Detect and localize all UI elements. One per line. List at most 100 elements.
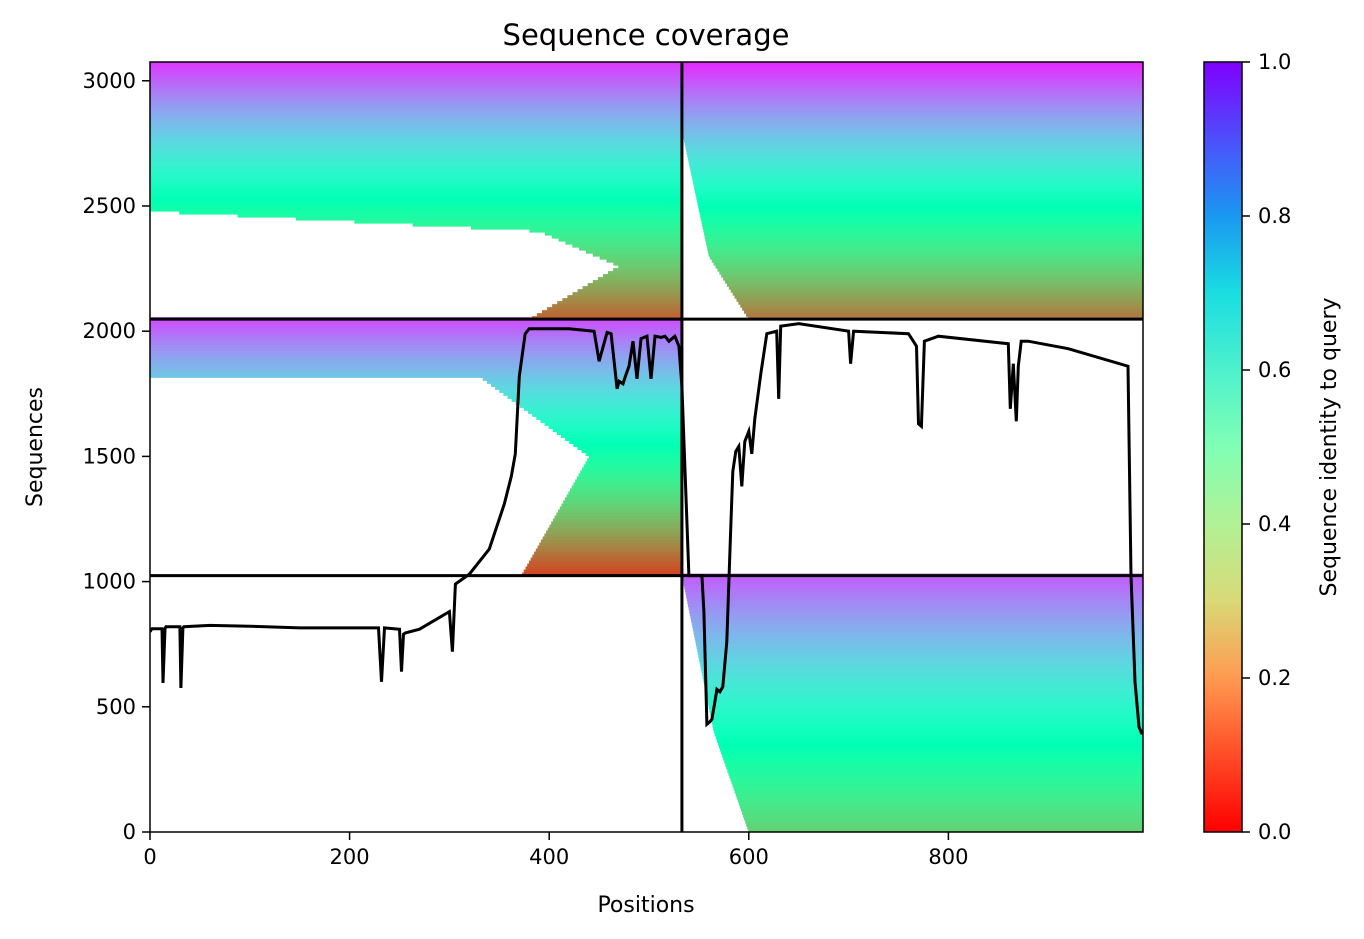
coverage-row [693, 630, 1143, 635]
coverage-row [681, 84, 1143, 89]
coverage-row [602, 274, 682, 278]
coverage-row [705, 238, 1143, 242]
coverage-row [686, 150, 1143, 155]
coverage-block-4 [681, 62, 1143, 320]
coverage-row [592, 280, 682, 284]
coverage-row [559, 506, 682, 511]
coverage-row [535, 548, 682, 553]
coverage-row [693, 183, 1143, 188]
coverage-row [707, 250, 1143, 254]
coverage-row [548, 425, 682, 429]
coverage-row [150, 144, 682, 149]
coverage-row [689, 609, 1143, 614]
coverage-row [150, 150, 682, 155]
coverage-row [700, 666, 1143, 671]
coverage-row [150, 359, 682, 363]
coverage-line [150, 322, 1143, 735]
colorbar-tick-label: 0.6 [1258, 358, 1291, 382]
coverage-row [745, 819, 1143, 824]
colorbar-tick-label: 0.8 [1258, 204, 1291, 228]
coverage-row [577, 446, 682, 450]
coverage-row [573, 443, 682, 447]
coverage-row [721, 274, 1143, 278]
coverage-row [681, 96, 1143, 101]
coverage-row [734, 789, 1143, 794]
x-tick-label: 200 [330, 845, 370, 869]
coverage-row [703, 681, 1143, 686]
coverage-block-1 [681, 573, 1143, 832]
y-tick-label: 2500 [83, 194, 136, 218]
coverage-row [150, 365, 682, 369]
coverage-row [722, 753, 1143, 758]
y-tick-label: 2000 [83, 319, 136, 343]
coverage-row [587, 458, 682, 462]
coverage-row [523, 569, 682, 574]
coverage-row [573, 482, 682, 487]
coverage-row [150, 323, 682, 327]
coverage-row [726, 765, 1143, 770]
coverage-row [688, 159, 1143, 164]
coverage-row [150, 62, 682, 65]
coverage-row [551, 521, 682, 526]
coverage-row [150, 162, 682, 167]
coverage-row [681, 90, 1143, 95]
coverage-row [412, 223, 682, 227]
coverage-row [150, 132, 682, 137]
coverage-row [683, 579, 1143, 584]
y-axis-label: Sequences [23, 387, 48, 507]
coverage-row [728, 286, 1143, 290]
coverage-row [552, 428, 682, 432]
coverage-row [704, 232, 1143, 236]
coverage-row [556, 512, 682, 517]
coverage-row [515, 401, 682, 405]
coverage-row [745, 313, 1143, 317]
coverage-row [530, 557, 682, 562]
coverage-row [685, 147, 1143, 152]
coverage-row [692, 177, 1143, 182]
coverage-row [681, 72, 1143, 77]
coverage-row [587, 283, 682, 287]
coverage-row [708, 253, 1143, 257]
coverage-row [499, 389, 682, 393]
coverage-row [150, 341, 682, 345]
coverage-row [691, 618, 1143, 623]
coverage-row [578, 473, 682, 478]
coverage-row [681, 102, 1143, 107]
coverage-row [150, 66, 682, 71]
coverage-row [544, 232, 682, 236]
coverage-row [689, 162, 1143, 167]
coverage-row [702, 675, 1143, 680]
coverage-row [700, 663, 1143, 668]
coverage-row [486, 380, 682, 384]
y-tick-label: 1000 [83, 570, 136, 594]
y-tick-label: 0 [123, 820, 136, 844]
coverage-row [613, 262, 682, 266]
colorbar-tick-label: 0.2 [1258, 666, 1291, 690]
coverage-row [572, 292, 682, 296]
coverage-row [688, 606, 1143, 611]
coverage-row [725, 762, 1143, 767]
coverage-row [547, 527, 682, 532]
coverage-row [714, 732, 1143, 737]
coverage-row [681, 78, 1143, 83]
coverage-row [580, 470, 682, 475]
coverage-row [719, 271, 1143, 275]
coverage-row [471, 226, 682, 230]
coverage-row [687, 603, 1143, 608]
coverage-row [150, 159, 682, 164]
coverage-row [150, 72, 682, 77]
coverage-row [696, 195, 1143, 200]
chain-break-lines [150, 62, 1143, 832]
coverage-row [585, 461, 682, 465]
coverage-row [528, 560, 682, 565]
coverage-row [697, 201, 1143, 206]
coverage-row [731, 780, 1143, 785]
coverage-row [744, 816, 1143, 821]
coverage-row [150, 96, 682, 101]
coverage-row [681, 117, 1143, 122]
coverage-row [706, 693, 1143, 698]
coverage-row [354, 220, 682, 224]
colorbar-axis: 0.0 0.2 0.4 0.6 0.8 1.0 [1242, 50, 1291, 844]
coverage-row [682, 129, 1143, 134]
